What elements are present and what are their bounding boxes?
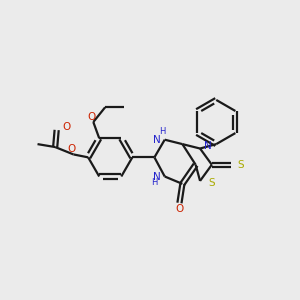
Text: O: O	[88, 112, 96, 122]
Text: H: H	[151, 178, 158, 188]
Text: S: S	[238, 160, 244, 170]
Text: S: S	[208, 178, 215, 188]
Text: O: O	[68, 144, 76, 154]
Text: H: H	[159, 127, 166, 136]
Text: N: N	[153, 172, 160, 182]
Text: N: N	[153, 135, 160, 145]
Text: N: N	[205, 141, 212, 151]
Text: O: O	[175, 205, 184, 214]
Text: O: O	[62, 122, 70, 132]
